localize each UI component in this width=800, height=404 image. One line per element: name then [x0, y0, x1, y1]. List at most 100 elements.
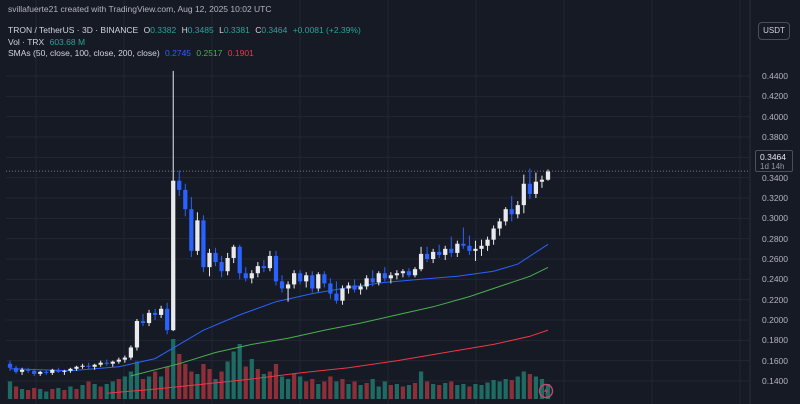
candle-body	[195, 220, 200, 251]
volume-legend[interactable]: Vol · TRX 603.68 M	[8, 37, 88, 48]
sma-legend[interactable]: SMAs (50, close, 100, close, 200, close)…	[8, 48, 257, 59]
volume-bar	[376, 386, 381, 399]
volume-bar	[503, 379, 508, 399]
sma100-line	[130, 266, 549, 377]
volume-bar	[298, 376, 303, 399]
candle-body	[243, 273, 248, 279]
candle-body	[533, 181, 539, 194]
high-label: H	[181, 25, 188, 35]
volume-bar	[7, 381, 13, 399]
candle-body	[171, 180, 176, 331]
candle-body	[38, 371, 43, 374]
candle-body	[406, 271, 412, 276]
volume-bar	[533, 376, 539, 399]
candle-body	[80, 365, 85, 367]
volume-bar	[370, 379, 375, 399]
candle-body	[515, 205, 520, 215]
y-tick-label: 0.4400	[762, 71, 788, 81]
volume-bar	[491, 380, 496, 399]
candle-body	[394, 273, 399, 276]
volume-label: Vol · TRX	[8, 37, 45, 47]
candle-body	[461, 243, 466, 246]
volume-bar	[267, 371, 273, 399]
candle-body	[328, 283, 333, 294]
candle-body	[388, 275, 393, 279]
low-number: 0.3381	[223, 25, 250, 35]
volume-bar	[485, 382, 490, 399]
candle-body	[116, 359, 121, 362]
last-price-tag: 0.3464 1d 14h	[755, 150, 793, 172]
candle-body	[485, 239, 490, 246]
candle-body	[449, 248, 454, 253]
volume-bar	[207, 369, 212, 399]
candle-body	[7, 363, 13, 368]
low-label: L	[219, 25, 224, 35]
volume-bar	[273, 364, 279, 399]
candle-body	[521, 183, 526, 206]
volume-bar	[437, 385, 442, 399]
candle-body	[334, 293, 339, 301]
volume-bar	[183, 364, 188, 399]
candle-body	[159, 308, 164, 315]
sma100-value: 0.2517	[196, 48, 223, 58]
candle-body	[352, 285, 357, 290]
currency-button[interactable]: USDT	[758, 22, 790, 40]
candle-body	[358, 286, 363, 290]
y-tick-label: 0.3800	[762, 132, 788, 142]
y-tick-label: 0.4000	[762, 111, 788, 122]
volume-bar	[388, 385, 393, 399]
candle-body	[545, 171, 551, 180]
volume-bar	[352, 381, 357, 399]
candle-body	[418, 253, 424, 270]
y-tick-label: 0.3400	[762, 172, 788, 183]
volume-bar	[116, 379, 121, 399]
candle-body	[225, 257, 230, 272]
candles	[7, 70, 551, 376]
candle-body	[437, 251, 442, 255]
candle-body	[44, 371, 49, 373]
close-value: C0.3464	[255, 25, 287, 35]
volume-bar	[431, 384, 436, 399]
volume-bar	[104, 384, 109, 399]
close-number: 0.3464	[261, 25, 288, 35]
volume-bar	[394, 384, 399, 399]
symbol-label[interactable]: TRON / TetherUS · 3D · BINANCE	[8, 25, 139, 35]
volume-bar	[225, 361, 230, 399]
candle-body	[165, 308, 170, 331]
candle-body	[503, 209, 508, 222]
sma200-line	[106, 329, 549, 394]
volume-bar	[68, 386, 73, 399]
candle-body	[255, 266, 260, 274]
volume-bar	[165, 366, 170, 399]
high-number: 0.3485	[187, 25, 214, 35]
candle-body	[183, 189, 188, 210]
open-label: O	[143, 25, 151, 35]
ohlc-legend: TRON / TetherUS · 3D · BINANCE O0.3382 H…	[8, 25, 364, 36]
candle-body	[316, 274, 321, 289]
volume-bar	[62, 390, 67, 399]
candle-body	[62, 370, 67, 372]
candle-body	[74, 366, 79, 369]
volume-bar	[140, 379, 146, 399]
volume-bar	[171, 339, 176, 399]
candle-body	[50, 369, 55, 373]
y-tick-label: 0.4200	[762, 91, 788, 102]
volume-bar	[159, 376, 164, 399]
candle-body	[310, 275, 315, 289]
tradingview-logo-icon	[538, 383, 554, 399]
candle-body	[32, 370, 37, 374]
candle-body	[92, 364, 97, 367]
volume-bar	[19, 389, 25, 399]
candle-body	[491, 228, 496, 240]
y-tick-label: 0.3200	[762, 193, 788, 203]
open-value: O0.3382	[144, 25, 177, 35]
candle-body	[539, 179, 545, 182]
candle-body	[213, 252, 218, 263]
y-tick-label: 0.2600	[762, 254, 788, 264]
candle-body	[455, 243, 460, 253]
candle-body	[497, 221, 502, 229]
volume-bar	[128, 371, 134, 399]
volume-bar	[406, 385, 412, 399]
sma-lines	[9, 243, 549, 394]
